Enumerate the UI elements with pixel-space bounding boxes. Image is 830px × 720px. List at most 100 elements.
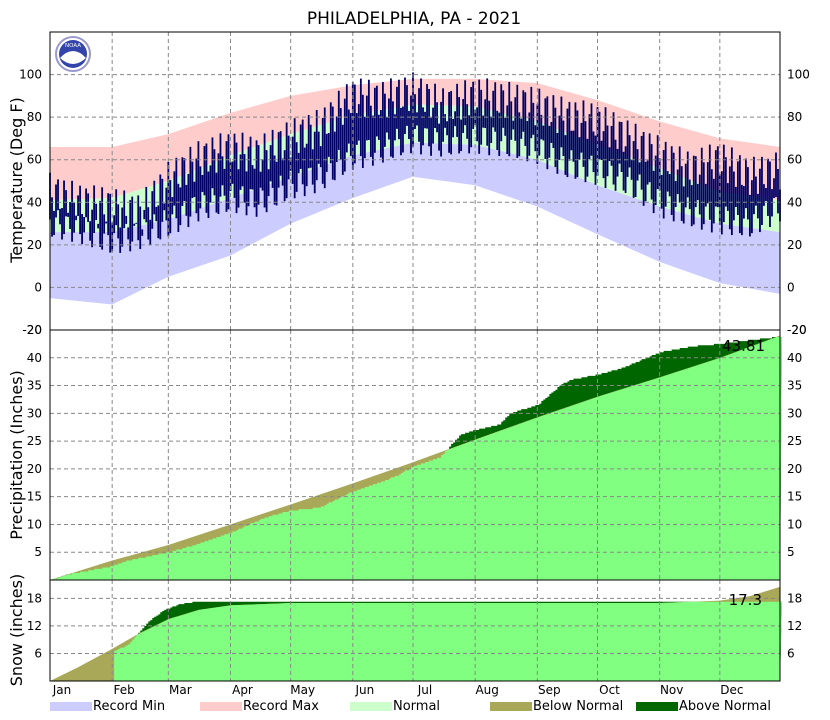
actual-temp-bar xyxy=(698,174,701,215)
actual-temp-bar xyxy=(313,131,316,194)
actual-temp-bar xyxy=(345,84,348,153)
actual-temp-bar xyxy=(502,90,505,128)
actual-temp-bar xyxy=(536,104,539,164)
actual-temp-bar xyxy=(552,95,555,149)
actual-temp-bar xyxy=(404,77,406,135)
actual-temp-bar xyxy=(279,131,282,176)
actual-temp-bar xyxy=(676,169,679,195)
actual-temp-bar xyxy=(335,116,338,163)
actual-temp-bar xyxy=(400,107,402,156)
actual-temp-bar xyxy=(355,113,358,145)
actual-temp-bar xyxy=(761,156,763,225)
actual-temp-bar xyxy=(273,155,276,205)
actual-temp-bar xyxy=(341,124,344,175)
actual-temp-bar xyxy=(522,90,525,132)
precip-tick-left: 10 xyxy=(27,517,42,531)
legend-label: Normal xyxy=(393,699,440,714)
actual-temp-bar xyxy=(767,158,769,216)
actual-temp-bar xyxy=(67,212,69,217)
actual-temp-bar xyxy=(686,151,689,198)
actual-temp-bar xyxy=(420,78,422,155)
month-label: Oct xyxy=(599,683,620,697)
precip-tick-right: 15 xyxy=(787,490,802,504)
actual-temp-bar xyxy=(446,121,448,136)
actual-temp-bar xyxy=(458,97,461,154)
precip-tick-left: 15 xyxy=(27,490,42,504)
precip-tick-right: 35 xyxy=(787,379,802,393)
actual-temp-bar xyxy=(297,152,300,174)
actual-temp-bar xyxy=(574,102,577,179)
actual-temp-bar xyxy=(295,142,298,192)
actual-temp-bar xyxy=(590,103,593,156)
actual-temp-bar xyxy=(757,193,759,219)
actual-temp-bar xyxy=(119,227,122,253)
actual-temp-bar xyxy=(121,207,124,247)
actual-temp-bar xyxy=(237,169,240,208)
actual-temp-bar xyxy=(548,125,551,158)
actual-temp-bar xyxy=(528,112,531,156)
actual-temp-bar xyxy=(95,203,98,221)
actual-temp-bar xyxy=(544,98,547,159)
temp-tick-left: 0 xyxy=(34,280,42,294)
actual-temp-bar xyxy=(448,92,450,153)
snow-tick-right: 6 xyxy=(787,646,795,660)
actual-temp-bar xyxy=(339,108,342,160)
actual-temp-bar xyxy=(506,105,509,154)
actual-temp-bar xyxy=(390,78,392,157)
actual-temp-bar xyxy=(610,125,613,166)
actual-temp-bar xyxy=(371,115,374,166)
actual-temp-bar xyxy=(187,173,190,228)
actual-temp-bar xyxy=(155,206,158,222)
actual-temp-bar xyxy=(331,106,334,180)
actual-temp-bar xyxy=(640,135,643,190)
actual-temp-bar xyxy=(305,143,308,187)
actual-temp-bar xyxy=(504,117,507,136)
actual-temp-bar xyxy=(311,149,314,185)
precip-tick-left: 5 xyxy=(34,545,42,559)
actual-temp-bar xyxy=(568,101,571,161)
actual-temp-bar xyxy=(123,190,126,229)
actual-temp-bar xyxy=(271,129,274,188)
actual-temp-bar xyxy=(323,107,326,189)
actual-temp-bar xyxy=(670,146,673,216)
precip-tick-right: 10 xyxy=(787,517,802,531)
actual-temp-bar xyxy=(542,125,545,141)
actual-temp-bar xyxy=(602,131,605,179)
actual-temp-bar xyxy=(452,118,455,138)
actual-temp-bar xyxy=(287,135,290,180)
actual-temp-bar xyxy=(257,145,260,205)
actual-temp-bar xyxy=(57,179,59,211)
legend-swatch xyxy=(50,702,92,711)
precipitation-ylabel: Precipitation (Inches) xyxy=(7,370,26,540)
legend-label: Record Max xyxy=(243,699,319,714)
actual-temp-bar xyxy=(87,193,90,222)
actual-temp-bar xyxy=(734,186,737,208)
actual-temp-bar xyxy=(105,221,108,224)
actual-temp-bar xyxy=(753,156,755,215)
actual-temp-bar xyxy=(169,180,172,234)
actual-temp-bar xyxy=(690,185,693,227)
legend-swatch xyxy=(350,702,392,711)
actual-temp-bar xyxy=(91,209,94,248)
month-label: Sep xyxy=(538,683,561,697)
actual-temp-bar xyxy=(518,112,521,157)
actual-temp-bar xyxy=(207,171,210,218)
precip-tick-left: 35 xyxy=(27,379,42,393)
actual-temp-bar xyxy=(163,203,166,211)
month-label: May xyxy=(290,683,315,697)
actual-temp-bar xyxy=(678,146,681,203)
actual-temp-bar xyxy=(253,168,256,208)
actual-temp-bar xyxy=(157,205,160,239)
actual-temp-bar xyxy=(630,159,633,180)
actual-temp-bar xyxy=(55,184,57,218)
actual-temp-bar xyxy=(588,114,591,160)
actual-temp-bar xyxy=(572,130,575,162)
actual-temp-bar xyxy=(161,178,164,222)
actual-temp-bar xyxy=(496,110,499,150)
actual-temp-bar xyxy=(388,98,390,140)
actual-temp-bar xyxy=(540,114,543,140)
actual-temp-bar xyxy=(728,166,731,230)
actual-temp-bar xyxy=(71,180,73,242)
month-label: Jun xyxy=(354,683,374,697)
